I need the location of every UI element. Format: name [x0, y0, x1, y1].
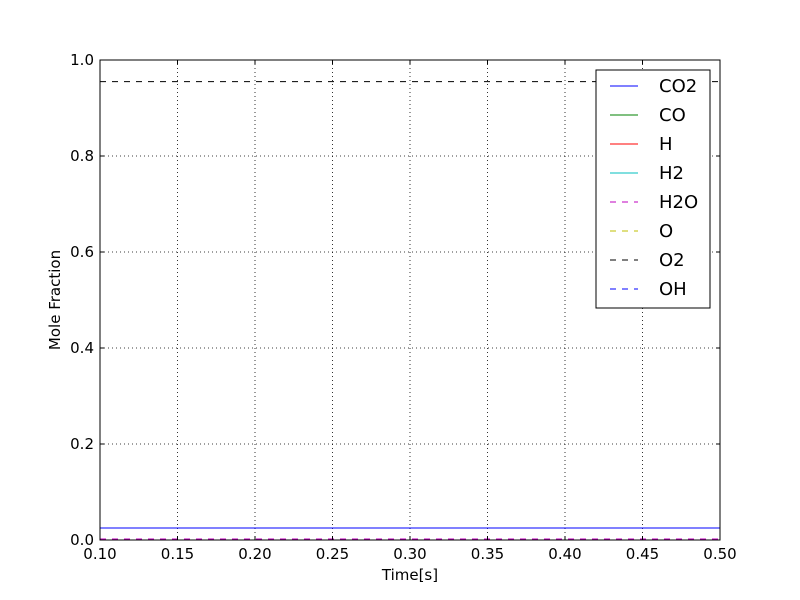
y-tick-label: 1.0	[70, 51, 94, 69]
x-tick-label: 0.20	[238, 545, 271, 563]
x-tick-label: 0.25	[316, 545, 349, 563]
legend-label-h: H	[659, 134, 673, 155]
x-tick-label: 0.35	[471, 545, 504, 563]
axis-ticks: 0.10 0.15 0.20 0.25 0.30 0.35 0.40 0.45 0.50 0.0 0…	[70, 51, 737, 563]
y-tick-label: 0.4	[70, 339, 94, 357]
legend-label-co: CO	[659, 105, 686, 126]
y-tick-label: 0.2	[70, 435, 94, 453]
x-tick-label: 0.50	[703, 545, 736, 563]
legend: CO2 CO H H2 H2O O O2 OH	[595, 69, 711, 309]
legend-label-h2: H2	[659, 163, 684, 184]
legend-label-o: O	[659, 221, 673, 242]
x-tick-label: 0.45	[626, 545, 659, 563]
x-tick-label: 0.15	[161, 545, 194, 563]
x-axis-label: Time[s]	[381, 566, 438, 584]
legend-label-oh: OH	[659, 279, 687, 300]
legend-label-co2: CO2	[659, 76, 697, 97]
legend-label-o2: O2	[659, 250, 685, 271]
x-tick-label: 0.10	[83, 545, 116, 563]
legend-label-h2o: H2O	[659, 192, 698, 213]
legend-box	[595, 69, 711, 309]
x-tick-label: 0.40	[548, 545, 581, 563]
y-tick-label: 0.8	[70, 147, 94, 165]
y-tick-label: 0.6	[70, 243, 94, 261]
x-tick-label: 0.30	[393, 545, 426, 563]
y-axis-label: Mole Fraction	[46, 250, 64, 350]
y-tick-label: 0.0	[70, 531, 94, 549]
